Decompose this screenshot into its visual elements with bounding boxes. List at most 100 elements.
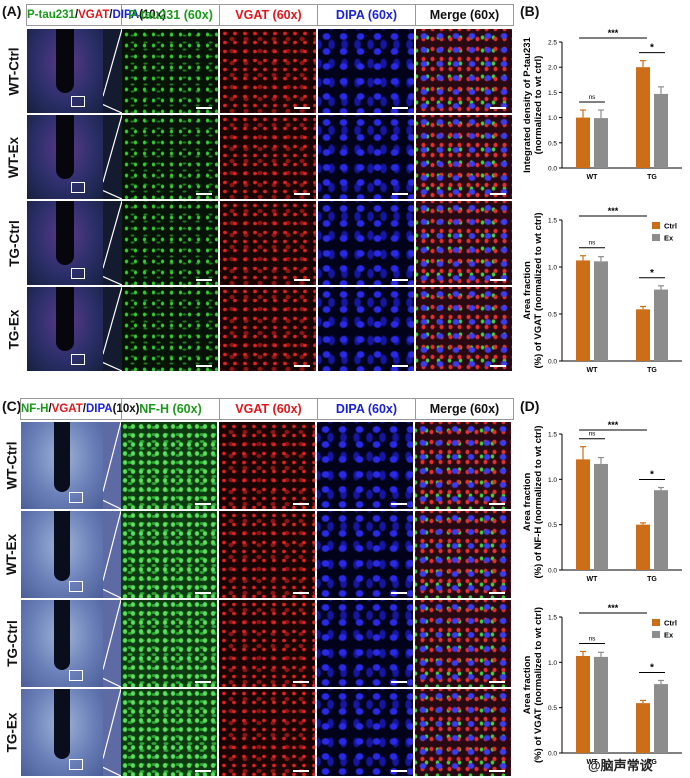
y-tick-label: 1.5: [548, 615, 557, 622]
zoom-region-box: [71, 96, 86, 108]
header-seg: /: [109, 9, 113, 21]
y-axis-label-line: Area fraction: [522, 473, 533, 532]
micrograph-red: [220, 29, 316, 113]
zoom-region-box: [71, 182, 86, 194]
header-seg: (10x): [112, 403, 140, 415]
zoom-connector-lines: [103, 511, 121, 598]
panel-c-label: (C): [2, 398, 22, 414]
overview-10x-image: [27, 287, 103, 371]
y-tick-label: 1.5: [548, 90, 557, 97]
chart-vgat-area-d: Area fraction(%) of VGAT (normalized to …: [522, 603, 682, 766]
zoom-region-box: [71, 268, 86, 280]
significance-label: *: [650, 268, 654, 279]
row-label-text: WT-Ctrl: [6, 47, 22, 95]
zoom-connector-lines: [103, 29, 122, 113]
significance-label: *: [650, 469, 654, 480]
y-tick-label: 1.0: [548, 477, 557, 484]
panel-a-col-header: VGAT (60x): [220, 5, 318, 25]
y-tick-label: 0.0: [548, 166, 557, 173]
ventricle-shape: [54, 689, 70, 759]
y-axis-label-line: Area fraction: [522, 261, 533, 320]
scale-bar: [490, 193, 506, 195]
ventricle-shape: [54, 422, 70, 492]
y-axis-label-line: Area fraction: [522, 656, 533, 715]
micrograph-red: [219, 689, 315, 776]
micrograph-blue: [318, 287, 414, 371]
panel-a-col-header: DIPA (60x): [318, 5, 416, 25]
ventricle-shape: [56, 201, 74, 265]
scale-bar: [294, 107, 310, 109]
ventricle-shape: [56, 115, 74, 179]
y-tick-label: 2.0: [548, 65, 557, 72]
zoom-region-box: [68, 580, 83, 592]
x-tick-label: WT: [587, 576, 599, 583]
panel-c-header-row: NF-H/VGAT/DIPA(10x) NF-H (60x) VGAT (60x…: [20, 398, 514, 420]
panel-d-label: (D): [520, 398, 540, 414]
y-tick-label: 0.5: [548, 312, 557, 319]
header-seg: VGAT: [78, 9, 110, 21]
overview-10x-image: [21, 689, 103, 776]
header-seg: DIPA: [85, 403, 113, 415]
micrograph-merge: [416, 29, 512, 113]
zoom-connector-lines: [103, 201, 122, 285]
y-tick-label: 1.0: [548, 265, 557, 272]
scale-bar: [196, 279, 212, 281]
chart-vgat-area-a: Area fraction(%) of VGAT (normalized to …: [522, 206, 682, 374]
x-tick-label: TG: [647, 174, 657, 181]
row-label-text: WT-Ctrl: [4, 441, 20, 490]
scale-bar: [489, 592, 505, 594]
panel-c-overview-header: NF-H/VGAT/DIPA(10x): [21, 399, 139, 419]
scale-bar: [490, 365, 506, 367]
micrograph-green: [122, 201, 218, 285]
x-tick-label: TG: [647, 759, 657, 766]
scale-bar: [293, 592, 309, 594]
significance-label: ***: [608, 28, 619, 38]
scale-bar: [490, 107, 506, 109]
row-label: WT-Ctrl: [1, 422, 23, 509]
y-tick-label: 0.5: [548, 705, 557, 712]
bar: [654, 684, 668, 753]
row-label: WT-Ex: [3, 115, 25, 199]
significance-label: ns: [589, 431, 597, 438]
row-label-text: TG-Ctrl: [6, 219, 22, 267]
bar: [654, 490, 668, 570]
y-axis-label: Area fraction(%) of VGAT (normalized to …: [522, 607, 544, 763]
micrograph-green: [121, 689, 217, 776]
scale-bar: [195, 770, 211, 772]
bar: [636, 524, 650, 570]
zoom-connector-lines: [103, 689, 121, 776]
panel-a-col-header: Merge (60x): [429, 8, 500, 22]
overview-10x-image: [21, 511, 103, 598]
micrograph-green: [122, 29, 218, 113]
row-label: WT-Ctrl: [3, 29, 25, 113]
panel-c-col-header: Merge (60x): [429, 402, 500, 416]
micrograph-green: [121, 422, 217, 509]
chart-ptau231-density: Integrated density of P-tau231(normalize…: [522, 28, 682, 181]
bar: [576, 655, 590, 753]
panel-c-col-header: DIPA (60x): [318, 399, 416, 419]
micrograph-red: [219, 511, 315, 598]
y-tick-label: 2.5: [548, 40, 557, 47]
scale-bar: [489, 503, 505, 505]
significance-label: *: [650, 662, 654, 673]
scale-bar: [391, 503, 407, 505]
header-seg: DIPA: [112, 9, 140, 21]
y-tick-label: 1.5: [548, 218, 557, 225]
zoom-connector-lines: [103, 287, 122, 371]
zoom-connector-lines: [103, 115, 122, 199]
header-seg: /: [74, 9, 79, 21]
y-tick-label: 0.0: [548, 751, 557, 758]
legend-swatch: [652, 234, 660, 241]
header-seg: VGAT: [51, 403, 83, 415]
micrograph-blue: [318, 115, 414, 199]
legend-label: Ctrl: [664, 222, 677, 231]
overview-10x-image: [21, 600, 103, 687]
panel-a-label: (A): [2, 3, 22, 19]
scale-bar: [195, 592, 211, 594]
panel-c-col-header: NF-H (60x): [122, 399, 220, 419]
row-label-text: WT-Ex: [4, 533, 20, 576]
y-axis-label-line: (normalized to wt ctrl): [533, 56, 544, 155]
micrograph-red: [220, 287, 316, 371]
significance-label: ***: [608, 603, 619, 613]
micrograph-red: [220, 201, 316, 285]
